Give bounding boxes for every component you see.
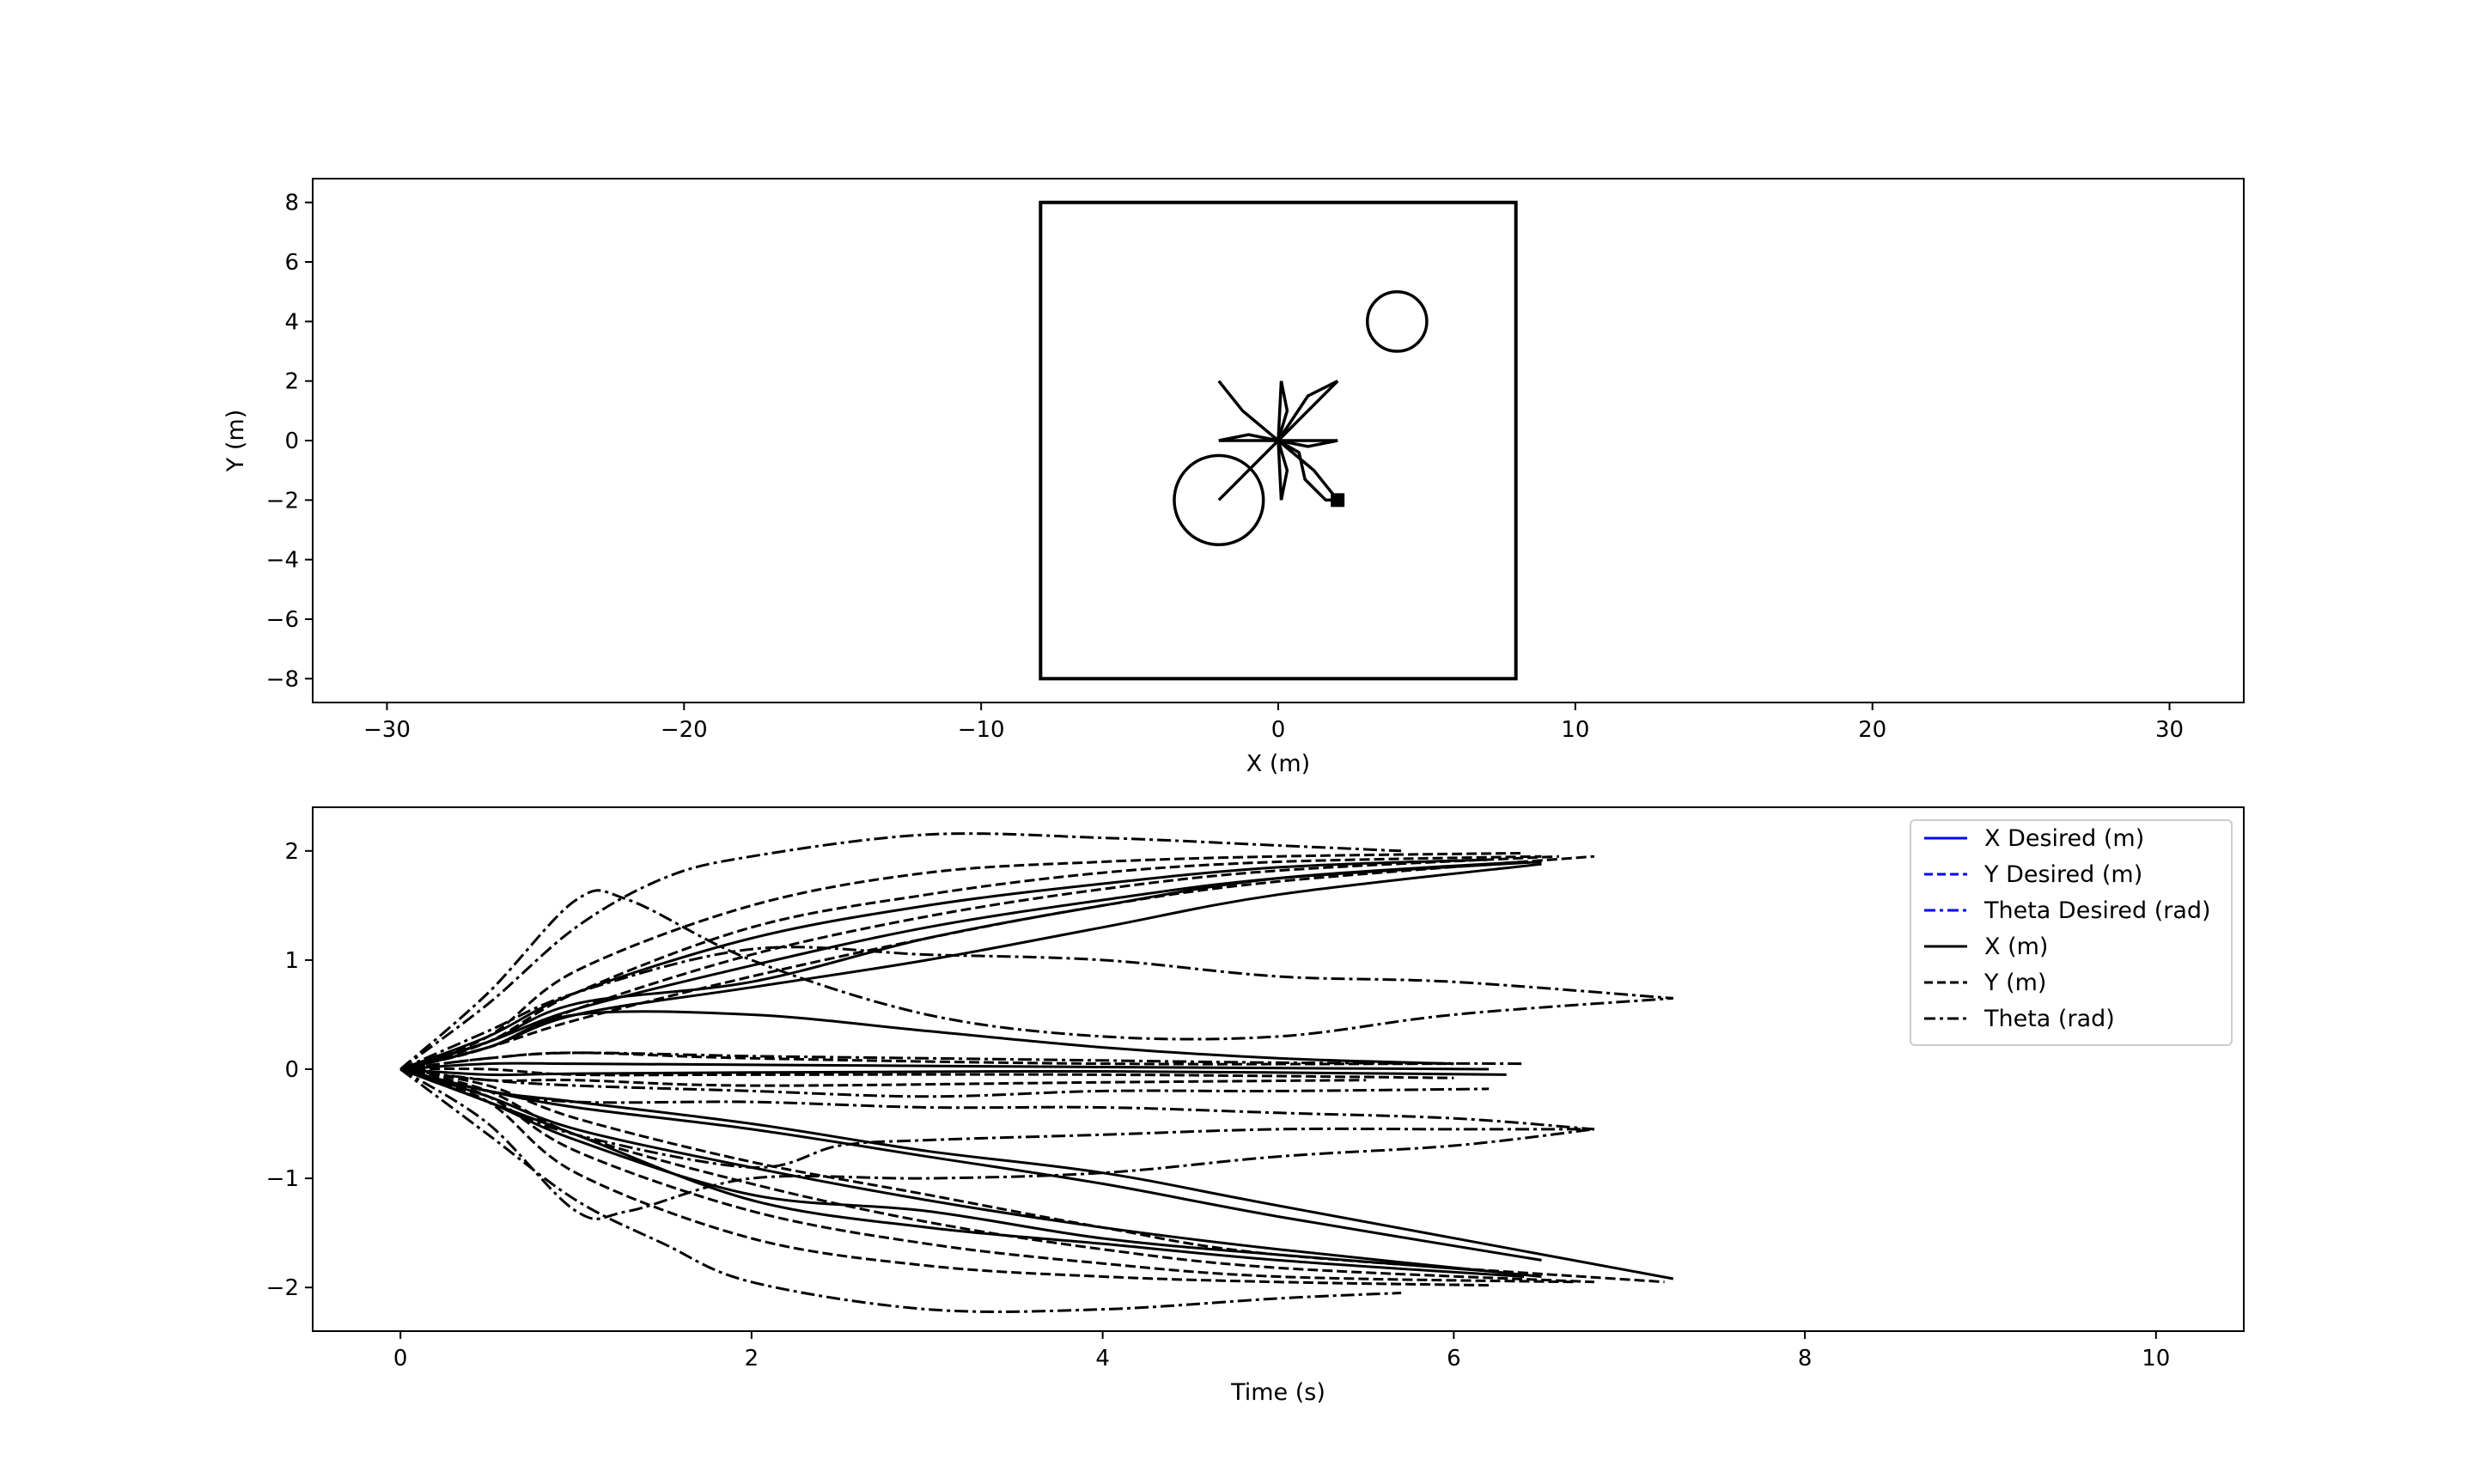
legend-label: Theta (rad) xyxy=(1983,1006,2115,1032)
x-tick-label: 20 xyxy=(1858,717,1886,743)
series-dashed-20 xyxy=(399,1067,1577,1284)
x-tick-label: −20 xyxy=(661,717,708,743)
y-tick-label: 4 xyxy=(284,309,299,335)
robot-path-7 xyxy=(1277,439,1339,502)
robot-path-12 xyxy=(1277,439,1338,448)
series-dashed-13 xyxy=(399,855,1542,1071)
time-series-plot-area xyxy=(399,832,1674,1313)
series-dashdot-28 xyxy=(399,1067,1595,1131)
series-dashed-16 xyxy=(400,1051,1454,1071)
x-tick-label: 10 xyxy=(1561,717,1589,743)
y-tick-label: −2 xyxy=(266,1275,299,1301)
x-tick-label: 0 xyxy=(393,1346,408,1371)
y-tick-label: −1 xyxy=(266,1166,299,1192)
x-tick-label: 2 xyxy=(745,1346,759,1371)
robot-path-9 xyxy=(1277,440,1289,501)
series-solid-1 xyxy=(399,858,1490,1071)
robot-path-4 xyxy=(1277,380,1339,442)
series-dashdot-30 xyxy=(399,1067,1402,1313)
series-solid-11 xyxy=(399,1067,1674,1280)
robot-path-6 xyxy=(1217,380,1280,442)
y-tick-label: −6 xyxy=(266,607,299,633)
robot-path-10 xyxy=(1277,380,1338,441)
legend-entries: X Desired (m) Y Desired (m) Theta Desired … xyxy=(1924,825,2211,1032)
y-tick-label: 1 xyxy=(284,948,299,974)
series-dashdot-26 xyxy=(400,1051,1525,1071)
series-solid-2 xyxy=(399,861,1542,1071)
x-tick-label: 8 xyxy=(1798,1346,1813,1371)
y-tick-label: 2 xyxy=(284,369,299,395)
boundary-box xyxy=(1039,200,1518,681)
series-solid-7 xyxy=(399,1067,1542,1278)
series-solid-8 xyxy=(399,1067,1525,1278)
legend-label: Theta Desired (rad) xyxy=(1983,897,2211,924)
x-tick-label: 4 xyxy=(1095,1346,1110,1371)
obstacle-circle-0 xyxy=(1366,289,1429,353)
trajectory-map-y-axis-label: Y (m) xyxy=(222,410,249,472)
series-dashdot-24 xyxy=(399,832,1402,1071)
y-tick-label: −8 xyxy=(266,666,299,692)
trajectory-map-x-axis-label: X (m) xyxy=(1246,751,1310,777)
series-solid-3 xyxy=(399,862,1542,1071)
start-marker xyxy=(1331,493,1345,508)
legend-label: X (m) xyxy=(1984,934,2048,960)
series-dashed-15 xyxy=(399,855,1595,1071)
robot-path-3 xyxy=(1277,440,1283,501)
trajectory-map-y-ticks: −8 −6 −4 −2 0 2 4 6 8 xyxy=(266,191,313,692)
x-tick-label: 6 xyxy=(1447,1346,1461,1371)
legend-label: Y Desired (m) xyxy=(1983,861,2142,888)
robot-path-13 xyxy=(1218,433,1279,442)
time-series-x-ticks: 0 2 4 6 8 10 xyxy=(393,1331,2170,1371)
robot-path-11 xyxy=(1277,439,1338,502)
x-tick-label: 10 xyxy=(2142,1346,2170,1371)
y-tick-label: 8 xyxy=(284,191,299,216)
y-tick-label: 0 xyxy=(284,1057,299,1083)
legend-label: Y (m) xyxy=(1983,970,2046,996)
series-dashed-14 xyxy=(399,855,1560,1071)
robot-path-5 xyxy=(1217,439,1280,502)
x-tick-label: −10 xyxy=(958,717,1005,743)
x-tick-label: 30 xyxy=(2155,717,2184,743)
time-series-y-ticks: −2 −1 0 1 2 xyxy=(266,839,313,1301)
series-dashdot-31 xyxy=(399,1067,1594,1169)
series-dashdot-23 xyxy=(399,889,1673,1071)
series-dashed-19 xyxy=(399,1067,1490,1287)
y-tick-label: 6 xyxy=(284,250,299,276)
robot-path-2 xyxy=(1277,380,1283,441)
series-dashdot-29 xyxy=(399,1067,1595,1220)
series-solid-5 xyxy=(400,1061,1490,1071)
x-tick-label: −30 xyxy=(363,717,411,743)
series-dashed-12 xyxy=(399,851,1525,1071)
y-tick-label: −4 xyxy=(266,548,299,574)
obstacle-circle-1 xyxy=(1173,453,1265,547)
series-dashdot-25 xyxy=(399,946,1673,1071)
trajectory-map-plot-area xyxy=(1039,200,1518,681)
time-series-x-axis-label: Time (s) xyxy=(1230,1379,1325,1406)
time-series-panel: 0 2 4 6 8 10 −2 −1 0 1 2 Time (s) X Desired (m) Y … xyxy=(266,806,2245,1406)
series-dashed-17 xyxy=(400,1067,1454,1080)
series-dashdot-27 xyxy=(400,1067,1490,1098)
legend-box xyxy=(1910,819,2233,1046)
trajectory-map-x-ticks: −30 −20 −10 0 10 20 30 xyxy=(363,702,2184,743)
time-series-legend: X Desired (m) Y Desired (m) Theta Desired … xyxy=(1910,819,2233,1046)
series-dashed-22 xyxy=(399,1067,1665,1284)
series-solid-6 xyxy=(400,1067,1507,1077)
y-tick-label: 0 xyxy=(284,429,299,454)
x-tick-label: 0 xyxy=(1271,717,1286,743)
legend-label: X Desired (m) xyxy=(1984,825,2144,852)
robot-path-8 xyxy=(1277,380,1289,441)
y-tick-label: 2 xyxy=(284,839,299,865)
y-tick-label: −2 xyxy=(266,488,299,514)
series-dashed-21 xyxy=(399,1067,1594,1284)
